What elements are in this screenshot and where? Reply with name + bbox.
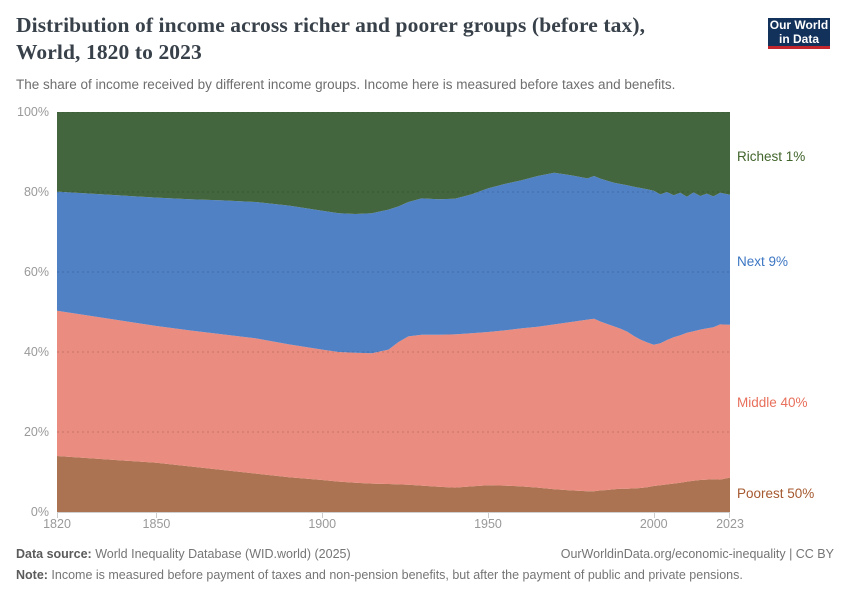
data-source-text: Data source: World Inequality Database (… xyxy=(16,547,351,561)
y-tick-label-60: 60% xyxy=(23,265,49,279)
series-label-richest-1: Richest 1% xyxy=(737,149,806,164)
y-tick-label-0: 0% xyxy=(30,505,49,519)
area-richest-1[interactable] xyxy=(57,112,730,214)
data-source-label: Data source: xyxy=(16,547,92,561)
x-tick-label-1820: 1820 xyxy=(43,517,71,531)
x-tick-mark-1900 xyxy=(322,513,323,518)
owid-logo-line1: Our World xyxy=(769,18,829,32)
x-tick-mark-1850 xyxy=(156,513,157,518)
chart-plot-area[interactable] xyxy=(57,112,730,513)
series-label-poorest-50: Poorest 50% xyxy=(737,486,815,501)
page-subtitle: The share of income received by differen… xyxy=(16,77,676,92)
chart-footer: Data source: World Inequality Database (… xyxy=(16,546,834,583)
y-tick-label-80: 80% xyxy=(23,185,49,199)
footer-note-label: Note: xyxy=(16,568,48,582)
owid-logo[interactable]: Our World in Data xyxy=(768,18,830,49)
x-tick-mark-1820 xyxy=(57,513,58,518)
series-label-next-9: Next 9% xyxy=(737,254,789,269)
x-tick-label-2000: 2000 xyxy=(639,517,668,531)
y-tick-label-100: 100% xyxy=(17,105,49,119)
page-title: Distribution of income across richer and… xyxy=(16,12,746,66)
x-tick-label-2023: 2023 xyxy=(716,517,744,531)
owid-citation-link[interactable]: OurWorldinData.org/economic-inequality |… xyxy=(560,547,834,561)
x-tick-label-1850: 1850 xyxy=(142,517,171,531)
x-tick-mark-2023 xyxy=(729,513,730,518)
area-middle-40[interactable] xyxy=(57,310,730,492)
area-poorest-50[interactable] xyxy=(57,456,730,512)
series-label-middle-40: Middle 40% xyxy=(737,395,808,410)
x-tick-mark-2000 xyxy=(654,513,655,518)
owid-logo-line2: in Data xyxy=(778,31,819,46)
area-next-9[interactable] xyxy=(57,172,730,354)
stacked-area-svg[interactable] xyxy=(57,112,730,512)
page-title-line2: World, 1820 to 2023 xyxy=(16,40,202,64)
x-tick-label-1900: 1900 xyxy=(308,517,337,531)
page-title-line1: Distribution of income across richer and… xyxy=(16,13,646,37)
x-tick-label-1950: 1950 xyxy=(474,517,502,531)
y-tick-label-20: 20% xyxy=(23,425,49,439)
footer-note: Note: Income is measured before payment … xyxy=(16,568,743,582)
x-tick-mark-1950 xyxy=(488,513,489,518)
y-tick-label-40: 40% xyxy=(23,345,49,359)
